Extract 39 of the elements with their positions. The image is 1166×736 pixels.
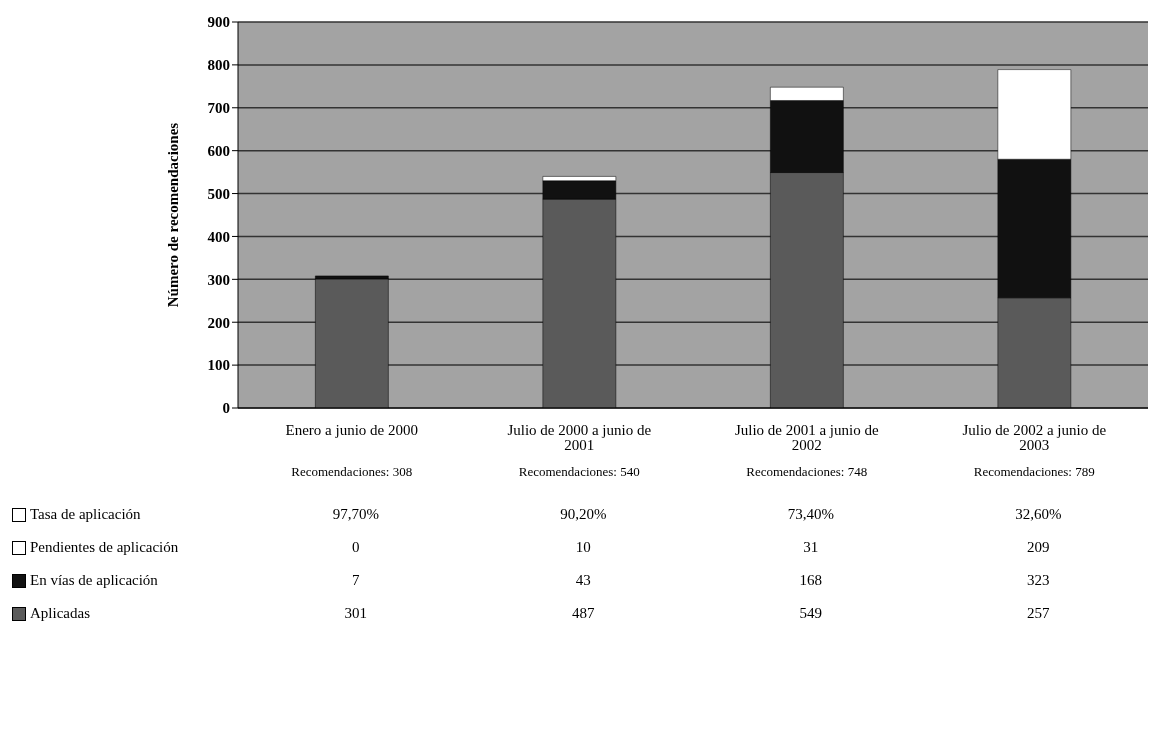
- y-tick-label: 600: [207, 142, 230, 159]
- x-tick-label: Enero a junio de 2000: [285, 421, 418, 438]
- data-label: 487: [571, 605, 596, 622]
- y-axis-title: Número de recomendaciones: [165, 122, 182, 308]
- data-label: 31: [802, 539, 820, 556]
- y-tick-label: 800: [207, 57, 230, 74]
- legend-label: Aplicadas: [30, 605, 90, 622]
- x-tick-label: Julio de 2001 a junio de 2002: [734, 421, 879, 453]
- text: 97,70%: [331, 506, 380, 523]
- text: Tasa de aplicación: [30, 506, 141, 523]
- data-label: 257: [1026, 605, 1051, 622]
- text: Recomendaciones: 308: [291, 464, 413, 479]
- data-label: 10: [574, 539, 592, 556]
- y-tick-label: 500: [207, 185, 230, 202]
- text: 32,60%: [1014, 506, 1063, 523]
- data-label: 323: [1026, 572, 1051, 589]
- legend-label: Pendientes de aplicación: [30, 539, 179, 556]
- y-tick-label: 100: [207, 357, 230, 374]
- y-tick-label: 400: [207, 228, 230, 245]
- data-label: 168: [798, 572, 823, 589]
- data-label: 549: [798, 605, 823, 622]
- data-label: 7: [351, 572, 361, 589]
- data-label: 209: [1026, 539, 1051, 556]
- data-label: 43: [574, 572, 592, 589]
- x-tick-label: Julio de 2002 a junio de 2003: [962, 421, 1107, 453]
- y-tick-label: 200: [207, 314, 230, 331]
- text: Recomendaciones: 540: [518, 464, 640, 479]
- y-tick-label: 700: [207, 100, 230, 117]
- y-tick-label: 300: [207, 271, 230, 288]
- y-tick-label: 900: [207, 14, 230, 31]
- data-label: 301: [343, 605, 368, 622]
- legend-label: En vías de aplicación: [30, 572, 158, 589]
- text: 90,20%: [559, 506, 608, 523]
- data-label: 0: [351, 539, 361, 556]
- text: Recomendaciones: 748: [746, 464, 868, 479]
- y-tick-label: 0: [222, 400, 230, 417]
- text: 73,40%: [786, 506, 835, 523]
- text: Recomendaciones: 789: [973, 464, 1095, 479]
- x-tick-label: Julio de 2000 a junio de 2001: [507, 421, 652, 453]
